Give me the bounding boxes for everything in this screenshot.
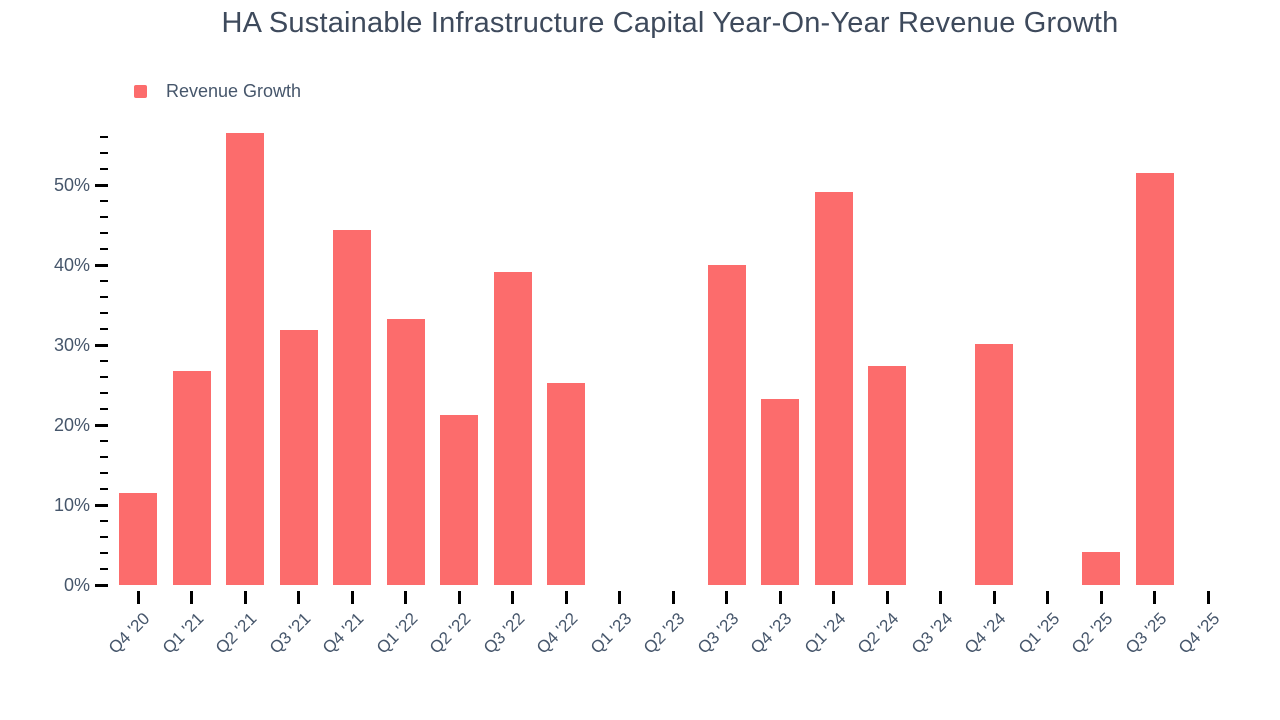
y-axis-minor-tick bbox=[100, 216, 108, 218]
y-axis-major-tick bbox=[95, 343, 108, 347]
legend-label: Revenue Growth bbox=[166, 81, 302, 101]
y-axis-minor-tick bbox=[100, 200, 108, 202]
y-axis-minor-tick bbox=[100, 392, 108, 394]
x-axis-tick bbox=[136, 591, 140, 604]
y-axis-label: 20% bbox=[53, 415, 90, 435]
y-axis-minor-tick bbox=[100, 536, 108, 538]
y-axis-major-tick bbox=[95, 423, 108, 427]
y-axis-minor-tick bbox=[100, 312, 108, 314]
x-axis-tick bbox=[1099, 591, 1103, 604]
y-axis-major-tick bbox=[95, 183, 108, 187]
y-axis-major-tick bbox=[95, 503, 108, 507]
x-axis-tick bbox=[725, 591, 729, 604]
y-axis-label: 10% bbox=[53, 495, 90, 515]
x-axis-tick bbox=[939, 591, 943, 604]
x-axis-tick bbox=[190, 591, 194, 604]
y-axis-minor-tick bbox=[100, 552, 108, 554]
bar-q1-24[interactable] bbox=[814, 192, 853, 585]
bar-q4-23[interactable] bbox=[761, 398, 800, 585]
y-axis-minor-tick bbox=[100, 152, 108, 154]
bar-q3-23[interactable] bbox=[707, 265, 746, 585]
x-axis-tick bbox=[511, 591, 515, 604]
bar-q3-21[interactable] bbox=[279, 329, 318, 585]
x-axis-tick bbox=[992, 591, 996, 604]
x-axis-tick bbox=[885, 591, 889, 604]
x-axis-tick bbox=[1153, 591, 1157, 604]
x-axis-tick bbox=[297, 591, 301, 604]
x-axis-tick bbox=[778, 591, 782, 604]
y-axis-minor-tick bbox=[100, 136, 108, 138]
x-axis-tick bbox=[564, 591, 568, 604]
bar-q2-24[interactable] bbox=[868, 365, 907, 585]
bar-q1-22[interactable] bbox=[386, 318, 425, 585]
bar-q2-25[interactable] bbox=[1082, 552, 1121, 585]
x-axis-tick bbox=[618, 591, 622, 604]
y-axis-label: 40% bbox=[53, 255, 90, 275]
y-axis-minor-tick bbox=[100, 360, 108, 362]
y-axis-minor-tick bbox=[100, 168, 108, 170]
y-axis-label: 0% bbox=[63, 575, 90, 595]
y-axis-minor-tick bbox=[100, 520, 108, 522]
y-axis-minor-tick bbox=[100, 568, 108, 570]
y-axis-minor-tick bbox=[100, 376, 108, 378]
y-axis-minor-tick bbox=[100, 280, 108, 282]
y-axis-minor-tick bbox=[100, 488, 108, 490]
y-axis-minor-tick bbox=[100, 456, 108, 458]
legend[interactable]: Revenue Growth bbox=[134, 81, 301, 102]
bar-q4-20[interactable] bbox=[119, 493, 158, 585]
y-axis-major-tick bbox=[95, 583, 108, 587]
x-axis-tick bbox=[671, 591, 675, 604]
bar-q2-21[interactable] bbox=[226, 133, 265, 585]
bar-q3-25[interactable] bbox=[1135, 173, 1174, 585]
bar-q3-22[interactable] bbox=[493, 272, 532, 585]
x-axis-tick bbox=[243, 591, 247, 604]
bar-q4-24[interactable] bbox=[975, 344, 1014, 585]
chart-title: HA Sustainable Infrastructure Capital Ye… bbox=[221, 7, 1119, 39]
y-axis-minor-tick bbox=[100, 232, 108, 234]
x-axis-tick bbox=[457, 591, 461, 604]
x-axis-tick bbox=[1046, 591, 1050, 604]
y-axis-minor-tick bbox=[100, 328, 108, 330]
x-axis-tick bbox=[350, 591, 354, 604]
y-axis-minor-tick bbox=[100, 296, 108, 298]
y-axis-label: 30% bbox=[53, 335, 90, 355]
bar-q4-21[interactable] bbox=[333, 229, 372, 585]
x-axis-tick bbox=[832, 591, 836, 604]
y-axis-label: 50% bbox=[53, 175, 90, 195]
x-axis-tick bbox=[1206, 591, 1210, 604]
y-axis-major-tick bbox=[95, 263, 108, 267]
y-axis-minor-tick bbox=[100, 472, 108, 474]
bar-q1-21[interactable] bbox=[172, 370, 211, 585]
x-axis-tick bbox=[404, 591, 408, 604]
bar-q2-22[interactable] bbox=[440, 414, 479, 585]
y-axis-minor-tick bbox=[100, 248, 108, 250]
legend-swatch-icon bbox=[134, 85, 147, 98]
y-axis-minor-tick bbox=[100, 440, 108, 442]
bar-q4-22[interactable] bbox=[547, 382, 586, 585]
y-axis-minor-tick bbox=[100, 408, 108, 410]
